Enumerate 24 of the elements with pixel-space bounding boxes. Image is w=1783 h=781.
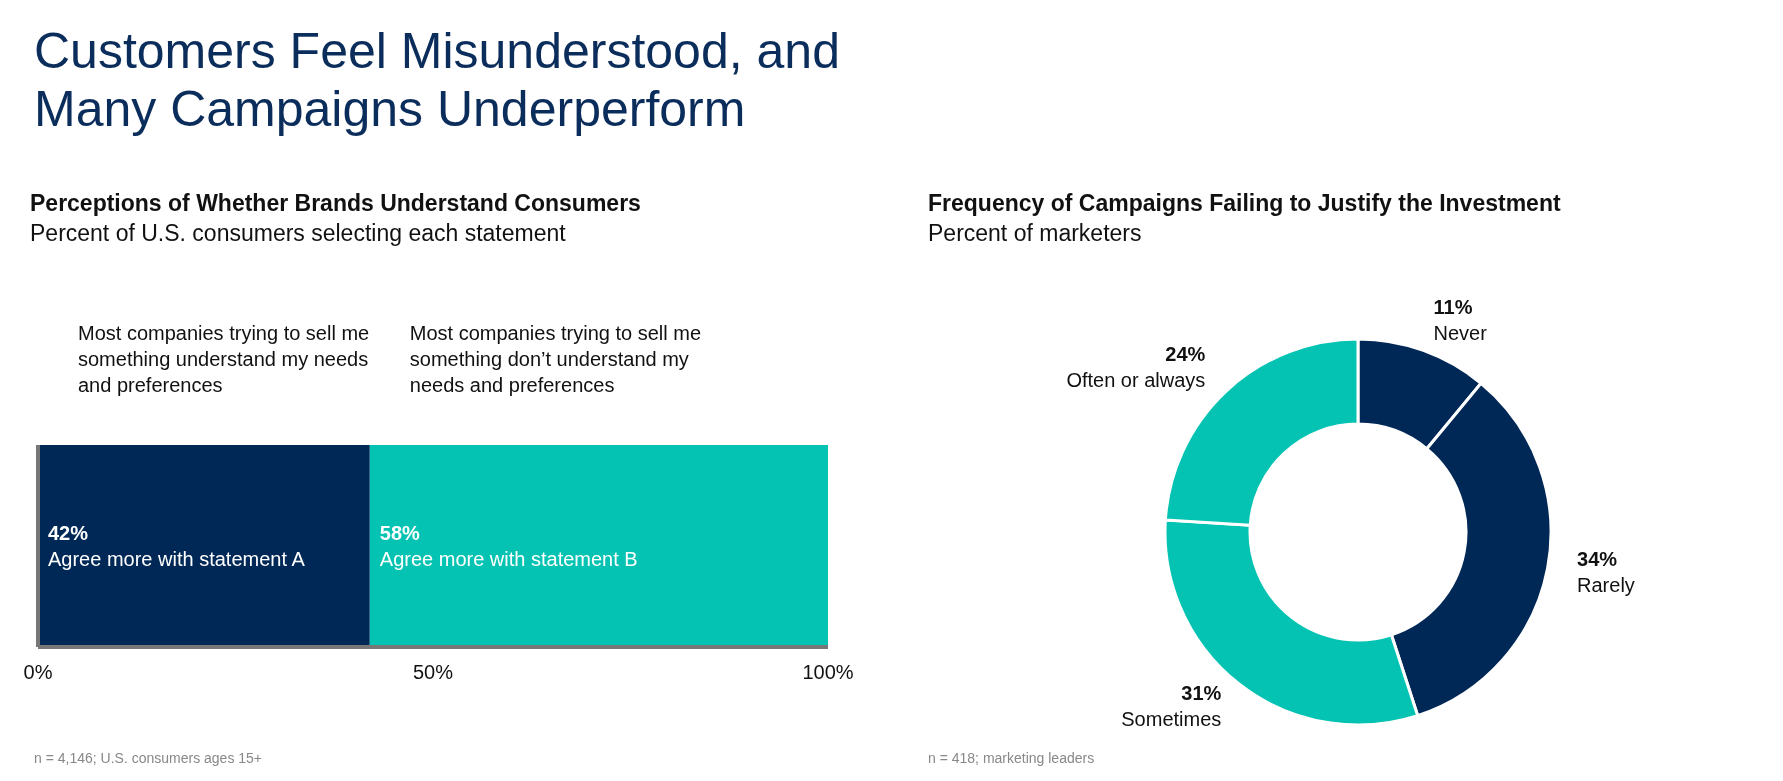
x-tick-label: 100% — [802, 661, 854, 684]
data-label: 42% — [48, 522, 89, 544]
slice-label: Never — [1433, 322, 1488, 345]
series-label: Agree more with statement B — [379, 548, 638, 570]
slice-label: Rarely — [1577, 573, 1635, 596]
series-label: Agree more with statement A — [48, 548, 306, 570]
slice-label: Sometimes — [1121, 708, 1222, 731]
text: n = 4,146; U.S. consumers ages 15+ — [34, 750, 263, 766]
chart-title: Perceptions of Whether Brands Understand Consumers — [30, 190, 641, 216]
data-label: 31% — [1181, 682, 1222, 705]
text: Customers Feel Misunderstood, and Many Campaigns Underperform — [34, 23, 840, 137]
x-tick-label: 0% — [23, 661, 53, 684]
text: n = 418; marketing leaders — [928, 750, 1095, 766]
chart-subtitle: Percent of marketers — [928, 220, 1142, 246]
chart-subtitle: Percent of U.S. consumers selecting each statement — [30, 220, 566, 246]
text: Most companies trying to sell me something understand my needs and preferences — [78, 322, 370, 396]
data-label: 34% — [1577, 547, 1618, 570]
x-tick-label: 50% — [412, 661, 454, 684]
text: Most companies trying to sell me something don’t understand my needs and preferences — [409, 322, 702, 396]
data-label: 24% — [1165, 343, 1206, 366]
data-label: 58% — [379, 522, 421, 544]
slice-label: Often or always — [1066, 369, 1206, 392]
data-label: 11% — [1433, 296, 1473, 319]
chart-title: Frequency of Campaigns Failing to Justify the Investment — [928, 190, 1561, 216]
